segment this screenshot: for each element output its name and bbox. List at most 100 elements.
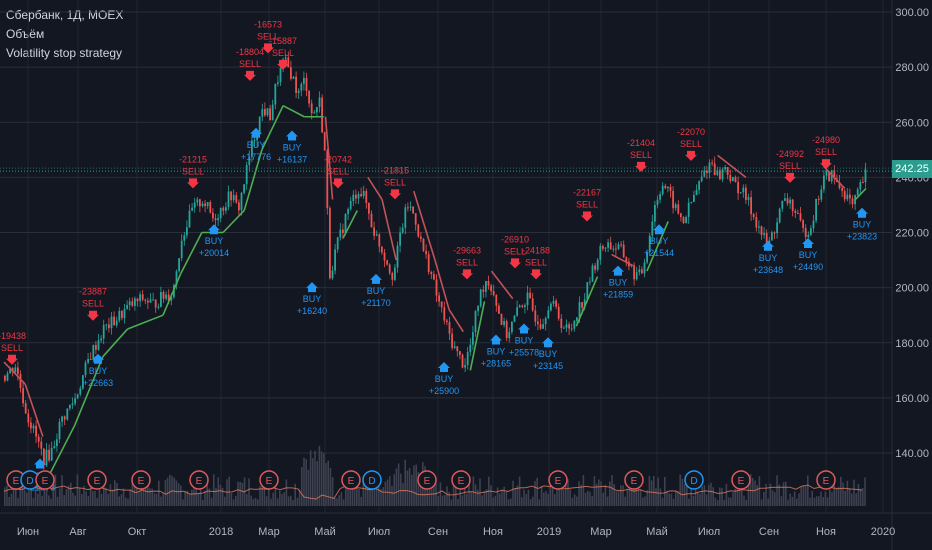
volume-bar [780,496,783,506]
buy-pnl-label: +21170 [361,298,391,308]
volume-bar [241,482,244,506]
buy-label: BUY [89,366,108,376]
earnings-event-marker[interactable]: E [189,470,209,490]
candle-body [823,175,825,190]
volume-bar [668,493,670,506]
volume-bar [813,497,816,506]
volume-bar [67,485,70,506]
volume-indicator-label[interactable]: Объём [6,27,45,41]
candle-body [331,270,334,279]
earnings-event-marker[interactable]: E [624,470,644,490]
earnings-event-marker[interactable]: E [341,470,361,490]
dividend-event-marker[interactable]: D [20,470,40,490]
volume-bar [76,474,79,506]
candle-body [134,298,136,306]
earnings-event-marker[interactable]: E [417,470,437,490]
candle-body [235,195,238,203]
earnings-event-marker[interactable]: E [816,470,836,490]
strategy-indicator-label[interactable]: Volatility stop strategy [6,46,123,60]
candle-body [612,248,615,250]
dividend-event-marker[interactable]: D [684,470,704,490]
volume-bar [197,493,200,506]
candle-body [378,234,381,247]
buy-label: BUY [799,250,818,260]
volume-bar [672,498,675,506]
candle-body [342,229,344,233]
candle-body [838,181,841,189]
candle-body [638,269,641,273]
candle-body [61,416,63,422]
candle-body [461,354,464,368]
volume-bar [705,494,708,506]
sell-label: SELL [456,257,478,267]
volume-bar [677,490,679,506]
candle-body [178,258,180,272]
volume-bar [820,491,822,506]
stop-line-short [24,383,44,437]
volume-bar [554,494,556,506]
earnings-event-marker[interactable]: E [35,470,55,490]
earnings-event-marker[interactable]: E [131,470,151,490]
volume-bar [342,499,345,506]
candle-body [100,338,102,341]
svg-text:E: E [42,476,49,487]
sell-label: SELL [272,48,294,58]
svg-text:E: E [424,476,431,487]
candle-body [440,301,443,308]
candle-body [32,425,35,429]
volume-bar [642,497,644,506]
volume-bar [199,475,202,506]
volume-bar [257,499,259,506]
candle-body [799,213,802,221]
svg-text:E: E [458,476,465,487]
earnings-event-marker[interactable]: E [259,470,279,490]
candle-body [271,104,274,121]
candle-body [687,202,690,218]
buy-arrow [762,240,774,251]
candle-body [713,163,716,176]
candle-body [451,333,453,348]
volume-bar [63,495,65,506]
candle-body [206,202,209,207]
svg-text:E: E [13,476,20,487]
volume-bar [274,487,277,506]
volume-bar [133,483,136,506]
earnings-event-marker[interactable]: E [87,470,107,490]
stop-line-short [717,154,747,179]
volume-bar [226,479,228,506]
sell-arrow [784,172,796,183]
volume-bar [70,482,72,506]
volume-bar [796,498,798,506]
volume-bar [710,482,712,506]
candle-body [118,310,121,321]
dividend-event-marker[interactable]: D [362,470,382,490]
earnings-event-marker[interactable]: E [548,470,568,490]
earnings-event-marker[interactable]: E [731,470,751,490]
volume-bar [26,492,28,506]
candle-body [56,439,58,447]
candle-body [225,207,227,211]
buy-label: BUY [303,294,322,304]
candle-body [139,294,141,302]
volume-bar [221,487,224,506]
candle-body [841,188,843,191]
candle-body [414,213,417,225]
volume-bar [362,476,365,506]
volume-bar [435,482,437,506]
volume-bar [28,479,30,506]
volume-bar [716,499,719,506]
candle-body [648,235,651,253]
earnings-event-marker[interactable]: E [451,470,471,490]
volume-bar [15,486,17,506]
sell-arrow [332,178,344,189]
candle-body [430,272,433,275]
volume-bar [446,486,448,506]
candle-body [474,311,477,333]
volume-bar [301,467,303,506]
volume-bar [252,499,255,506]
volume-bar [549,480,552,506]
volume-bar [615,491,618,506]
volume-bar [43,485,46,506]
buy-pnl-label: +21544 [644,248,674,258]
